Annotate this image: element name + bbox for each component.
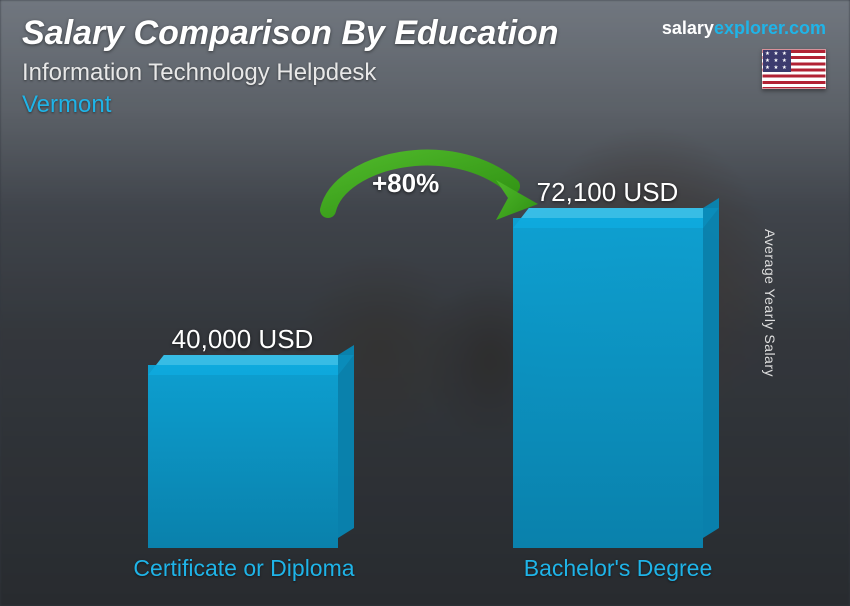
category-label-1: Bachelor's Degree <box>458 555 778 582</box>
brand-suffix: explorer.com <box>714 18 826 38</box>
bar-3d-0 <box>148 365 338 548</box>
bar-side-1 <box>703 198 719 538</box>
brand-prefix: salary <box>662 18 714 38</box>
brand-block: salaryexplorer.com <box>662 18 826 89</box>
bar-front-1 <box>513 218 703 548</box>
brand-text: salaryexplorer.com <box>662 18 826 39</box>
bar-group-1: 72,100 USD <box>448 177 768 548</box>
bar-3d-1 <box>513 218 703 548</box>
bar-value-0: 40,000 USD <box>172 324 314 355</box>
bar-value-1: 72,100 USD <box>537 177 679 208</box>
location-label: Vermont <box>22 91 830 119</box>
bars-row: 40,000 USD 72,100 USD <box>60 188 790 548</box>
bar-side-0 <box>338 345 354 538</box>
category-label-0: Certificate or Diploma <box>84 555 404 582</box>
bar-front-0 <box>148 365 338 548</box>
bar-chart: 40,000 USD 72,100 USD Certificate or Dip… <box>60 160 790 588</box>
flag-icon <box>762 49 826 89</box>
bar-group-0: 40,000 USD <box>83 324 403 548</box>
